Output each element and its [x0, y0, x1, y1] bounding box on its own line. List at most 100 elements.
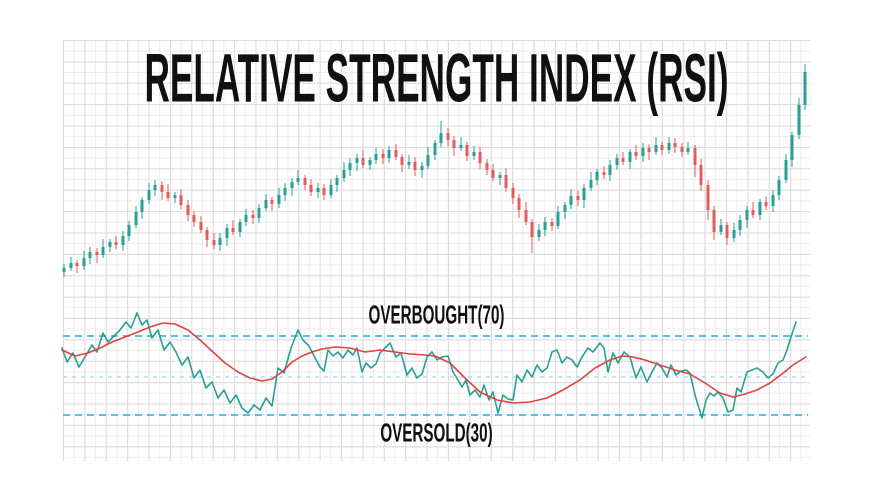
threshold-lines	[63, 335, 808, 416]
candle-body	[485, 163, 489, 170]
candle-body	[277, 195, 281, 204]
candle-body	[608, 165, 612, 175]
candle-body	[407, 162, 411, 165]
candle-body	[660, 145, 664, 150]
candle-body	[621, 158, 625, 162]
candle-body	[361, 158, 365, 165]
candle-body	[134, 212, 138, 225]
candle-body	[147, 190, 151, 200]
candle-body	[745, 210, 749, 220]
candle-body	[784, 160, 788, 180]
candle-body	[680, 147, 684, 152]
candle-body	[140, 200, 144, 212]
candle-body	[355, 158, 359, 163]
candle-body	[426, 155, 430, 166]
candle-body	[712, 210, 716, 232]
candle-body	[179, 195, 183, 205]
grid-background	[63, 40, 810, 461]
candle-body	[348, 163, 352, 170]
chart-title: RELATIVE STRENGTH INDEX (RSI)	[144, 41, 729, 118]
candle-body	[595, 172, 599, 180]
candle-body	[186, 205, 190, 215]
candle-body	[459, 145, 463, 148]
candle-body	[563, 205, 567, 212]
candle-body	[751, 210, 755, 215]
candle-body	[589, 180, 593, 188]
candle-body	[738, 220, 742, 230]
candle-body	[511, 188, 515, 198]
candle-body	[524, 210, 528, 222]
candle-body	[790, 135, 794, 160]
candle-body	[758, 202, 762, 215]
candle-body	[173, 195, 177, 198]
candle-body	[322, 188, 326, 195]
candle-body	[504, 175, 508, 188]
candle-body	[101, 247, 105, 255]
candle-body	[283, 188, 287, 195]
candle-body	[699, 165, 703, 185]
candle-body	[667, 143, 671, 150]
candle-body	[719, 225, 723, 232]
candle-body	[127, 225, 131, 236]
candle-body	[771, 195, 775, 206]
candle-body	[543, 222, 547, 230]
candle-body	[368, 160, 372, 165]
signal-line	[61, 322, 807, 404]
candle-body	[602, 172, 606, 175]
candle-body	[498, 175, 502, 178]
candle-body	[244, 215, 248, 222]
candle-body	[121, 236, 125, 245]
candle-body	[641, 148, 645, 156]
candle-body	[797, 105, 801, 135]
candle-body	[69, 263, 73, 268]
candle-body	[556, 212, 560, 226]
candle-body	[329, 185, 333, 195]
candle-body	[82, 258, 86, 266]
candle-body	[693, 148, 697, 165]
candle-body	[764, 202, 768, 206]
candle-body	[439, 133, 443, 143]
candle-body	[309, 185, 313, 192]
candle-body	[491, 170, 495, 178]
candle-body	[569, 196, 573, 205]
candle-body	[465, 145, 469, 156]
candle-body	[686, 148, 690, 152]
candle-body	[88, 252, 92, 258]
candle-body	[192, 215, 196, 222]
candle-body	[296, 178, 300, 182]
candle-body	[777, 180, 781, 195]
candle-body	[153, 185, 157, 190]
candle-body	[550, 222, 554, 226]
candle-body	[615, 158, 619, 165]
candle-body	[732, 230, 736, 238]
candle-body	[472, 152, 476, 156]
rsi-line	[61, 312, 797, 419]
candle-body	[381, 154, 385, 158]
candle-body	[264, 200, 268, 208]
candle-body	[400, 157, 404, 165]
candle-body	[166, 192, 170, 198]
candle-body	[62, 268, 66, 272]
candle-body	[394, 150, 398, 157]
candle-body	[316, 188, 320, 192]
candle-body	[452, 140, 456, 148]
candle-body	[212, 240, 216, 245]
overbought-label: OVERBOUGHT(70)	[368, 302, 505, 331]
candle-body	[225, 228, 229, 238]
oversold-label: OVERSOLD(30)	[380, 420, 493, 449]
candle-body	[290, 182, 294, 188]
candle-body	[530, 222, 534, 237]
candle-body	[270, 200, 274, 204]
candle-body	[478, 152, 482, 163]
candle-body	[446, 133, 450, 140]
candle-body	[218, 238, 222, 245]
candle-body	[647, 148, 651, 152]
candle-body	[582, 188, 586, 200]
candle-body	[374, 154, 378, 160]
candle-body	[95, 252, 99, 255]
candle-body	[335, 178, 339, 185]
candle-body	[673, 143, 677, 147]
candle-body	[387, 150, 391, 158]
